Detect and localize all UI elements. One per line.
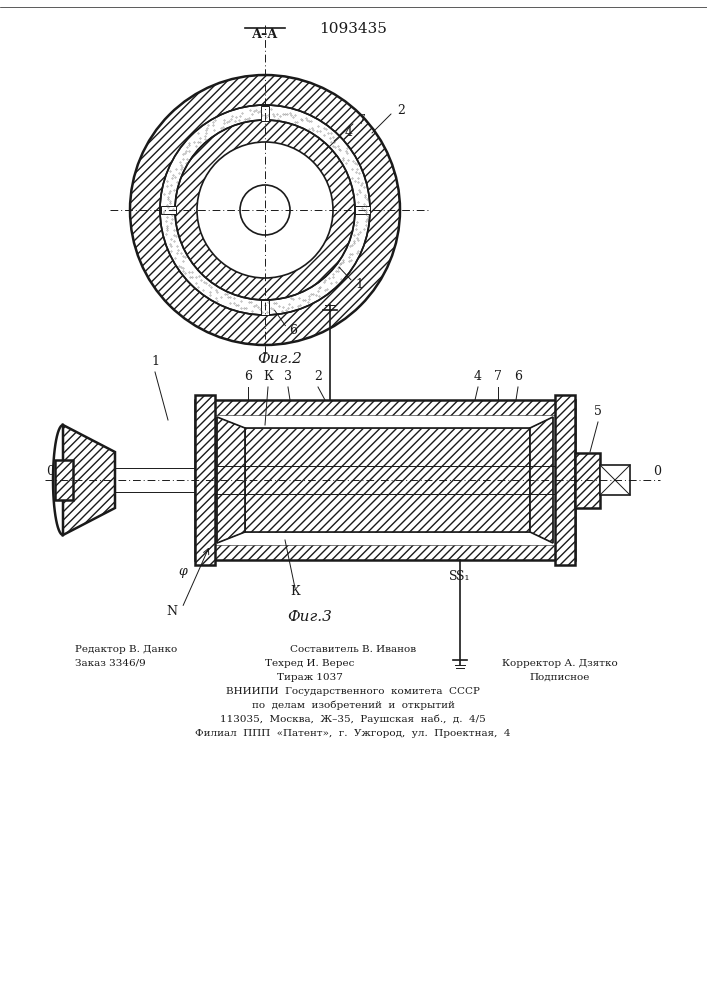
Text: 7: 7 <box>358 113 366 126</box>
Text: 2: 2 <box>397 104 405 116</box>
Text: φ: φ <box>179 565 187 578</box>
Text: А–А: А–А <box>252 28 278 41</box>
Bar <box>354 206 370 214</box>
Bar <box>195 400 575 560</box>
Text: Составитель В. Иванов: Составитель В. Иванов <box>290 645 416 654</box>
Text: 113035,  Москва,  Ж–35,  Раушская  наб.,  д.  4/5: 113035, Москва, Ж–35, Раушская наб., д. … <box>220 715 486 724</box>
Polygon shape <box>63 425 115 535</box>
Polygon shape <box>530 417 553 543</box>
Ellipse shape <box>175 120 355 300</box>
Text: 5: 5 <box>594 405 602 418</box>
Text: 4: 4 <box>474 370 482 383</box>
Bar <box>261 300 269 314</box>
Text: 6: 6 <box>289 324 297 336</box>
Ellipse shape <box>197 142 333 278</box>
Text: Тираж 1037: Тираж 1037 <box>277 673 343 682</box>
Text: N: N <box>167 605 177 618</box>
Bar <box>555 395 575 565</box>
Text: по  делам  изобретений  и  открытий: по делам изобретений и открытий <box>252 701 455 710</box>
Text: Филиал  ППП  «Патент»,  г.  Ужгород,  ул.  Проектная,  4: Филиал ППП «Патент», г. Ужгород, ул. Про… <box>195 729 510 738</box>
Text: S: S <box>449 570 457 583</box>
Bar <box>245 428 530 532</box>
Bar <box>555 395 575 565</box>
Ellipse shape <box>160 105 370 315</box>
Bar <box>575 452 600 508</box>
Text: 6: 6 <box>514 370 522 383</box>
Text: Фиг.2: Фиг.2 <box>257 352 303 366</box>
Text: 1: 1 <box>151 355 159 368</box>
Bar <box>261 105 269 120</box>
Text: S₁: S₁ <box>456 570 469 583</box>
Text: ВНИИПИ  Государственного  комитета  СССР: ВНИИПИ Государственного комитета СССР <box>226 687 480 696</box>
Text: Фиг.3: Фиг.3 <box>288 610 332 624</box>
Bar <box>575 452 600 508</box>
Text: 4: 4 <box>345 125 353 138</box>
Bar <box>195 395 215 565</box>
Text: 6: 6 <box>244 370 252 383</box>
Text: 3: 3 <box>284 370 292 383</box>
Text: 2: 2 <box>314 370 322 383</box>
Text: К: К <box>290 585 300 598</box>
Text: Редактор В. Данко: Редактор В. Данко <box>75 645 177 654</box>
Bar <box>55 460 73 500</box>
Text: Корректор А. Дзятко: Корректор А. Дзятко <box>502 659 618 668</box>
Ellipse shape <box>130 75 400 345</box>
Text: 0: 0 <box>46 465 54 478</box>
Text: 1093435: 1093435 <box>319 22 387 36</box>
Bar <box>245 428 530 532</box>
Text: 1: 1 <box>355 277 363 290</box>
Bar <box>600 465 630 495</box>
Text: Подписное: Подписное <box>530 673 590 682</box>
Polygon shape <box>217 417 245 543</box>
Text: Заказ 3346/9: Заказ 3346/9 <box>75 659 146 668</box>
Bar <box>55 460 73 500</box>
Text: Техред И. Верес: Техред И. Верес <box>265 659 355 668</box>
Text: К: К <box>263 370 273 383</box>
Text: 7: 7 <box>494 370 502 383</box>
Bar <box>195 395 215 565</box>
Ellipse shape <box>240 185 290 235</box>
Bar <box>160 206 175 214</box>
Text: 0: 0 <box>653 465 661 478</box>
